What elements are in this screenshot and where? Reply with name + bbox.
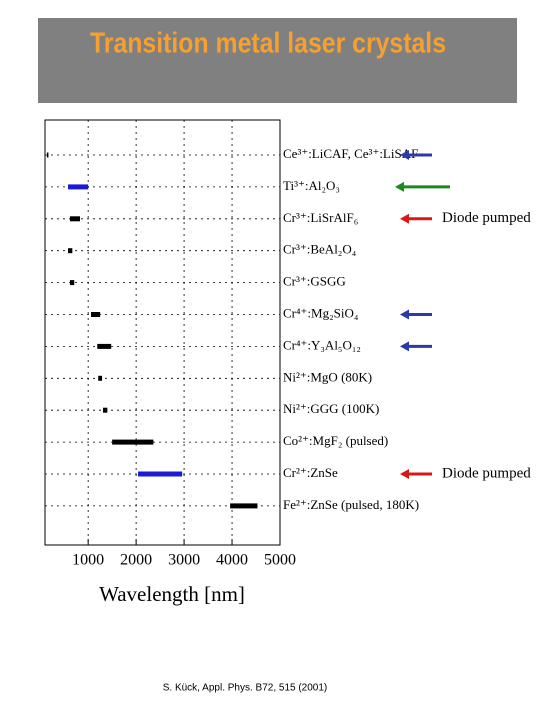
category-label: Cr³⁺:GSGG bbox=[283, 274, 346, 289]
arrow-head bbox=[400, 469, 409, 479]
category-label: Cr⁴⁺:Y₃Al₅O₁₂ bbox=[283, 337, 361, 352]
annotation: Diode pumped bbox=[442, 465, 531, 481]
range-bar bbox=[68, 184, 89, 190]
title-banner bbox=[38, 18, 517, 103]
arrow-head bbox=[400, 213, 409, 224]
range-bar bbox=[138, 471, 183, 477]
x-tick-label: 1000 bbox=[72, 552, 104, 569]
x-tick-label: 2000 bbox=[120, 552, 152, 569]
plot-frame bbox=[44, 119, 281, 546]
x-axis-label: Wavelength [nm] bbox=[99, 582, 245, 606]
x-tick-label: 4000 bbox=[216, 552, 248, 569]
category-label: Cr⁴⁺:Mg₂SiO₄ bbox=[283, 305, 359, 320]
range-bar bbox=[230, 503, 258, 509]
category-label: Cr³⁺:LiSrAlF₆ bbox=[283, 210, 358, 225]
category-label: Ni²⁺:MgO (80K) bbox=[283, 369, 372, 384]
arrow-head bbox=[400, 150, 409, 160]
range-bar bbox=[97, 343, 112, 349]
category-label: Ni²⁺:GGG (100K) bbox=[283, 401, 379, 416]
arrow-head bbox=[395, 181, 404, 192]
range-bar bbox=[69, 280, 75, 286]
slide-title: Transition metal laser crystals bbox=[90, 28, 446, 60]
source: S. Kück, Appl. Phys. B72, 515 (2001) bbox=[163, 683, 328, 694]
range-bar bbox=[46, 152, 49, 158]
x-tick-label: 3000 bbox=[168, 552, 200, 569]
range-bar bbox=[112, 439, 154, 445]
category-label: Co²⁺:MgF₂ (pulsed) bbox=[283, 433, 388, 448]
category-label: Ce³⁺:LiCAF, Ce³⁺:LiSAF bbox=[283, 146, 418, 161]
category-label: Cr³⁺:BeAl₂O₄ bbox=[283, 242, 357, 257]
range-bar bbox=[98, 375, 103, 381]
category-label: Cr²⁺:ZnSe bbox=[283, 465, 338, 480]
category-label: Fe²⁺:ZnSe (pulsed, 180K) bbox=[283, 497, 419, 512]
annotation: Diode pumped bbox=[442, 210, 531, 226]
range-bar bbox=[69, 216, 81, 222]
x-tick-label: 5000 bbox=[264, 552, 296, 569]
range-bar bbox=[91, 312, 101, 317]
arrow-head bbox=[400, 309, 409, 320]
arrow-head bbox=[400, 341, 409, 352]
category-label: Ti³⁺:Al₂O₃ bbox=[283, 178, 340, 193]
range-bar bbox=[103, 407, 108, 413]
range-bar bbox=[68, 248, 73, 254]
